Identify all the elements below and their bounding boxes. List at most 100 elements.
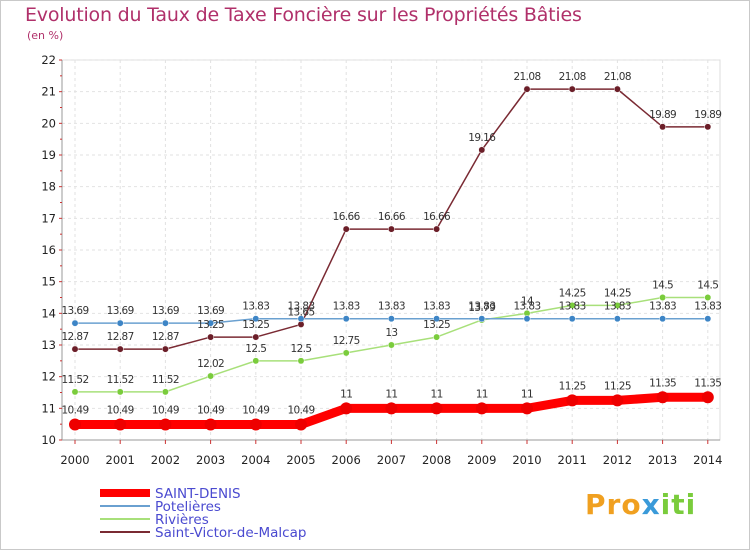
series-point-3: [342, 225, 350, 233]
series-point-0: [159, 418, 172, 431]
series-point-0: [249, 418, 262, 431]
series-point-0: [385, 402, 398, 415]
x-tick-label: 2007: [377, 453, 406, 467]
x-tick-label: 2004: [241, 453, 270, 467]
series-point-1: [478, 315, 486, 323]
series-point-2: [433, 333, 441, 341]
series-point-1: [297, 315, 305, 323]
data-label: 16.66: [423, 211, 451, 223]
series-point-1: [433, 315, 441, 323]
series-point-2: [613, 301, 621, 309]
data-label: 10.49: [287, 404, 314, 416]
data-label: 10.49: [61, 404, 88, 416]
x-tick-label: 2011: [558, 453, 587, 467]
series-point-3: [207, 333, 215, 341]
legend-label: Potelières: [155, 499, 221, 515]
data-label: 13.83: [559, 301, 586, 313]
x-tick-label: 2001: [106, 453, 135, 467]
data-label: 13.25: [423, 319, 450, 331]
data-label: 21.08: [559, 71, 586, 83]
series-point-3: [523, 85, 531, 93]
data-label: 14.25: [604, 287, 631, 299]
series-point-3: [252, 333, 260, 341]
series-point-3: [478, 146, 486, 154]
data-label: 13.83: [423, 301, 450, 313]
series-point-0: [521, 402, 533, 415]
series-point-1: [523, 315, 531, 323]
data-label: 11.35: [694, 377, 721, 389]
y-tick-label: 13: [41, 338, 56, 352]
data-label: 11.52: [107, 374, 134, 386]
data-label: 13.25: [197, 319, 224, 331]
series-point-3: [433, 225, 441, 233]
data-label: 14.25: [559, 287, 586, 299]
data-label: 13.83: [287, 301, 314, 313]
y-tick-label: 17: [41, 211, 56, 225]
chart-title: Evolution du Taux de Taxe Foncière sur l…: [25, 4, 582, 26]
data-label: 13.83: [333, 301, 360, 313]
series-point-0: [656, 391, 669, 404]
series-point-1: [71, 319, 79, 327]
data-label: 11.52: [61, 374, 88, 386]
data-label: 14: [521, 295, 534, 307]
series-point-2: [116, 388, 124, 396]
x-tick-label: 2005: [286, 453, 315, 467]
data-label: 12.75: [333, 335, 360, 347]
y-tick-label: 21: [41, 85, 56, 99]
logo-part-iti: iti: [660, 488, 697, 521]
data-label: 14.5: [652, 280, 673, 292]
data-label: 12.5: [291, 343, 312, 355]
data-label: 11: [431, 388, 443, 400]
series-point-0: [114, 418, 127, 431]
x-tick-label: 2003: [196, 453, 225, 467]
series-point-3: [704, 123, 712, 131]
series-point-3: [71, 345, 79, 353]
data-label: 12.87: [152, 331, 179, 343]
series-point-0: [611, 394, 624, 407]
series-point-1: [568, 315, 576, 323]
data-label: 12.87: [107, 331, 134, 343]
series-point-2: [161, 388, 169, 396]
data-label: 13.83: [468, 301, 495, 313]
data-label: 10.49: [152, 404, 179, 416]
data-label: 13.65: [287, 306, 314, 318]
series-point-2: [342, 349, 350, 357]
data-label: 11: [476, 388, 488, 400]
data-label: 13.69: [61, 305, 88, 317]
x-tick-label: 2010: [512, 453, 541, 467]
data-label: 19.16: [468, 132, 496, 144]
data-label: 13.83: [378, 301, 405, 313]
series-point-0: [295, 418, 307, 431]
x-tick-label: 2013: [648, 453, 677, 467]
series-point-1: [659, 315, 667, 323]
data-label: 13.83: [649, 301, 676, 313]
data-label: 16.66: [378, 211, 406, 223]
data-label: 13.69: [107, 305, 134, 317]
data-label: 10.49: [242, 404, 269, 416]
series-point-1: [116, 319, 124, 327]
series-point-0: [204, 418, 217, 431]
data-label: 12.02: [197, 358, 224, 370]
y-tick-label: 10: [41, 433, 56, 447]
data-label: 10.49: [197, 404, 224, 416]
series-point-3: [659, 123, 667, 131]
data-label: 11.25: [604, 380, 631, 392]
x-tick-label: 2009: [467, 453, 496, 467]
data-label: 13.25: [242, 319, 269, 331]
data-label: 13.69: [152, 305, 179, 317]
y-tick-label: 20: [41, 116, 56, 130]
y-tick-label: 14: [41, 306, 56, 320]
data-label: 13.83: [242, 301, 269, 313]
data-label: 19.89: [694, 109, 721, 121]
series-point-3: [297, 320, 305, 328]
y-axis-unit: (en %): [27, 29, 64, 42]
series-point-3: [387, 225, 395, 233]
data-label: 12.87: [61, 331, 88, 343]
x-tick-label: 2006: [332, 453, 361, 467]
data-label: 21.08: [604, 71, 631, 83]
x-tick-label: 2002: [151, 453, 180, 467]
data-label: 13.83: [513, 301, 540, 313]
series-point-1: [161, 319, 169, 327]
series-point-2: [659, 294, 667, 301]
x-tick-label: 2008: [422, 453, 451, 467]
